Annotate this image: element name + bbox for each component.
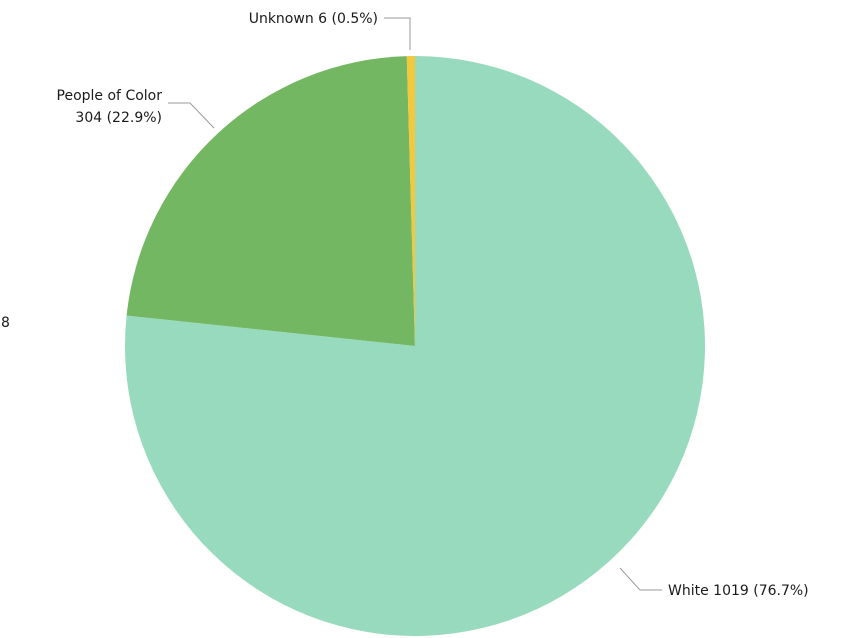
slice-label-white: White 1019 (76.7%) — [668, 583, 809, 599]
pie-slice-people-of-color — [126, 56, 415, 347]
leader-line-unknown — [384, 17, 411, 50]
leader-line-people-of-color — [168, 102, 215, 129]
pie-slice-unknown — [406, 56, 415, 346]
slice-label-people-of-color-value: 304 (22.9%) — [75, 110, 162, 126]
pie-slice-white — [124, 56, 705, 637]
slice-label-people-of-color-name: People of Color — [57, 88, 163, 104]
leader-line-white — [619, 567, 662, 591]
pie-slices — [124, 56, 705, 637]
slice-label-unknown: Unknown 6 (0.5%) — [249, 11, 378, 27]
partial-label-left-edge: 8 — [1, 315, 10, 331]
